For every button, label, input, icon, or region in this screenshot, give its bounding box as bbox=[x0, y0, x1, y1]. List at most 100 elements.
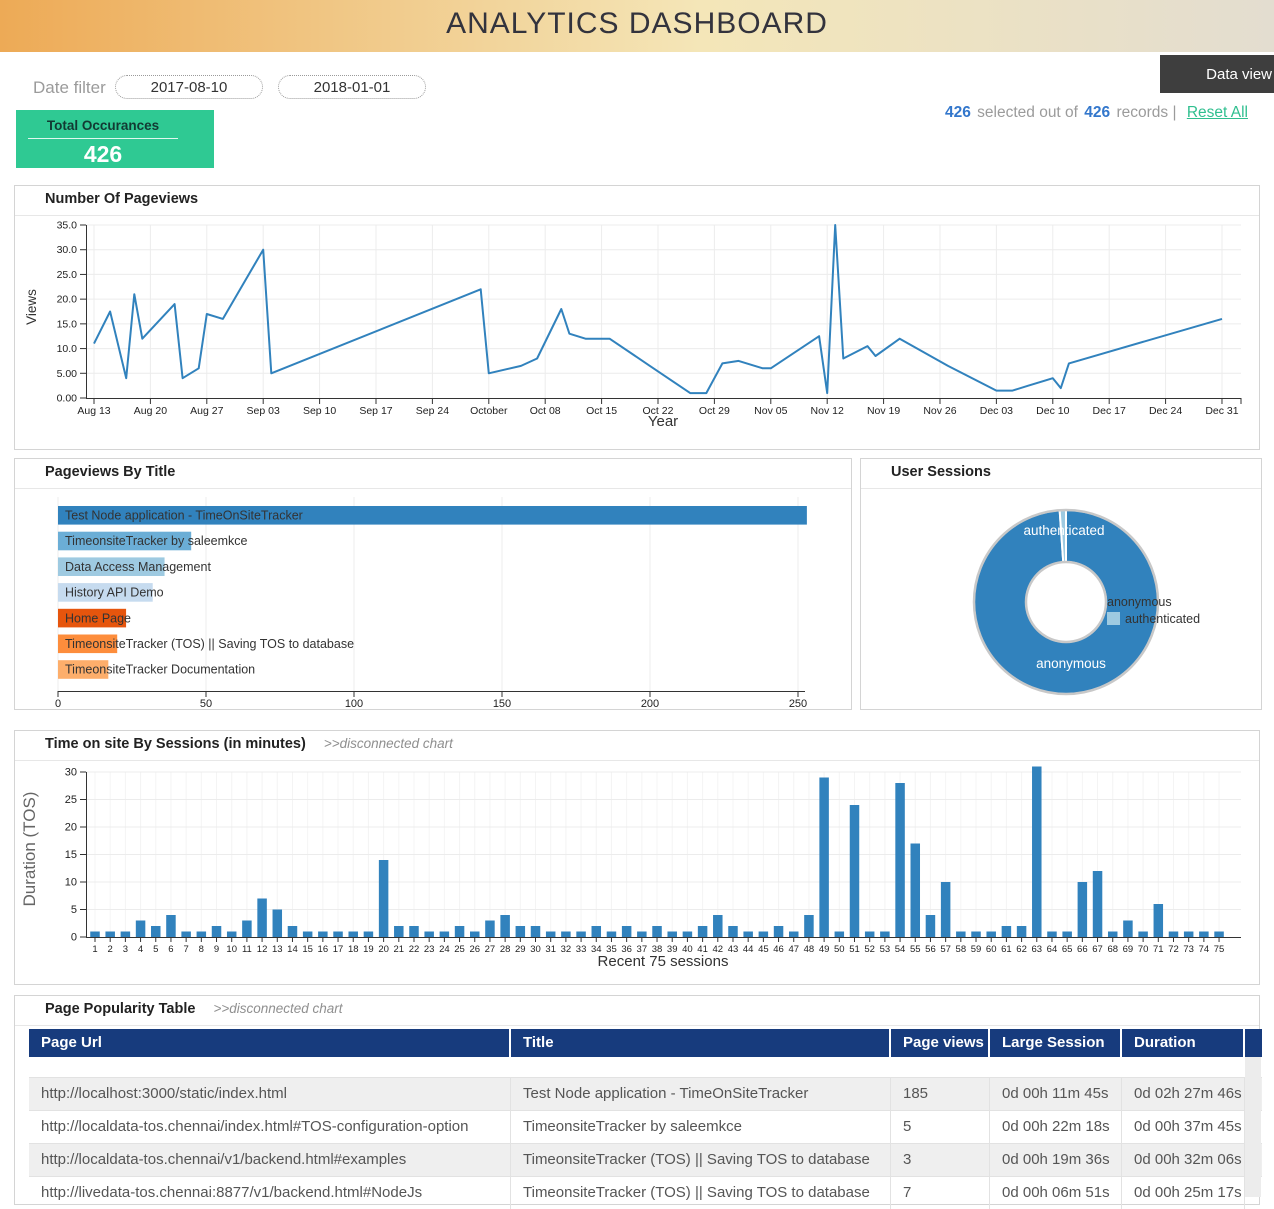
session-bar[interactable] bbox=[378, 860, 389, 937]
session-bar[interactable] bbox=[120, 931, 131, 938]
session-bar[interactable] bbox=[135, 920, 146, 938]
session-bar[interactable] bbox=[621, 926, 632, 937]
session-bar[interactable] bbox=[1168, 931, 1179, 938]
session-bar[interactable] bbox=[606, 931, 617, 938]
title-bar[interactable] bbox=[58, 660, 109, 679]
session-bar[interactable] bbox=[880, 931, 890, 938]
session-bar[interactable] bbox=[682, 931, 693, 938]
session-bar[interactable] bbox=[105, 931, 115, 938]
session-bar[interactable] bbox=[925, 915, 936, 937]
pageviews-by-title-bar-chart[interactable]: Test Node application - TimeOnSiteTracke… bbox=[15, 489, 845, 709]
session-bar[interactable] bbox=[743, 931, 753, 938]
session-bar[interactable] bbox=[971, 931, 981, 938]
session-bar[interactable] bbox=[151, 926, 161, 937]
column-header[interactable]: Title bbox=[511, 1029, 891, 1057]
legend-item-anonymous[interactable]: anonymous bbox=[1107, 594, 1172, 609]
session-bar[interactable] bbox=[1001, 926, 1012, 937]
tos-sessions-bar-chart[interactable]: 1 2 3 4 5 6 7 8 9 10 11 12 13 14 15 16 17 18 19 20 21 22 23 24 2… bbox=[15, 761, 1259, 985]
session-bar[interactable] bbox=[1047, 931, 1057, 938]
session-bar[interactable] bbox=[849, 805, 860, 937]
session-bar[interactable] bbox=[773, 926, 784, 937]
session-bar[interactable] bbox=[1214, 931, 1224, 938]
session-bar[interactable] bbox=[788, 931, 799, 938]
session-bar[interactable] bbox=[1062, 931, 1072, 938]
table-scrollbar[interactable] bbox=[1245, 1057, 1261, 1197]
session-bar[interactable] bbox=[834, 931, 845, 938]
session-bar[interactable] bbox=[713, 915, 723, 937]
session-bar[interactable] bbox=[1183, 931, 1194, 938]
x-tick-label: Sep 10 bbox=[303, 405, 336, 417]
column-header[interactable]: Page Url bbox=[29, 1029, 511, 1057]
session-bar[interactable] bbox=[940, 882, 951, 937]
pageviews-line-chart[interactable]: Aug 13 Aug 20 Aug 27 Sep 03 Sep 10 Sep 17 Sep … bbox=[15, 216, 1259, 449]
session-bar[interactable] bbox=[394, 926, 404, 937]
data-view-button[interactable]: Data view bbox=[1160, 55, 1274, 93]
session-bar[interactable] bbox=[758, 931, 769, 938]
title-bar[interactable] bbox=[58, 634, 118, 654]
session-bar[interactable] bbox=[485, 920, 495, 938]
session-bar[interactable] bbox=[333, 931, 343, 938]
session-bar[interactable] bbox=[363, 931, 374, 938]
session-bar[interactable] bbox=[576, 931, 586, 938]
session-bar[interactable] bbox=[1092, 871, 1103, 937]
session-bar[interactable] bbox=[591, 926, 602, 937]
session-bar[interactable] bbox=[986, 931, 996, 938]
session-bar[interactable] bbox=[652, 926, 662, 937]
session-bar[interactable] bbox=[454, 926, 465, 937]
session-bar[interactable] bbox=[424, 931, 434, 938]
date-to-input[interactable] bbox=[278, 75, 426, 99]
session-bar[interactable] bbox=[728, 926, 738, 937]
session-bar[interactable] bbox=[1032, 766, 1042, 938]
title-bar[interactable] bbox=[58, 608, 127, 628]
session-bar[interactable] bbox=[697, 926, 708, 937]
session-bar[interactable] bbox=[1138, 931, 1148, 938]
title-bar[interactable] bbox=[58, 557, 165, 576]
session-bar[interactable] bbox=[530, 926, 541, 937]
session-bar[interactable] bbox=[302, 931, 313, 938]
session-bar[interactable] bbox=[667, 931, 677, 938]
column-header[interactable]: Large Session bbox=[990, 1029, 1122, 1057]
session-bar[interactable] bbox=[348, 931, 358, 938]
session-bar[interactable] bbox=[910, 843, 921, 938]
session-bar[interactable] bbox=[1123, 920, 1133, 938]
session-bar[interactable] bbox=[637, 931, 647, 938]
session-bar[interactable] bbox=[470, 931, 480, 938]
session-bar[interactable] bbox=[90, 931, 100, 938]
session-bar[interactable] bbox=[515, 926, 526, 937]
session-bar[interactable] bbox=[166, 915, 176, 937]
session-bar[interactable] bbox=[561, 931, 571, 938]
session-bar[interactable] bbox=[196, 931, 207, 938]
session-bar[interactable] bbox=[500, 915, 510, 937]
session-bar[interactable] bbox=[895, 783, 905, 937]
session-bar[interactable] bbox=[257, 898, 267, 938]
session-bar[interactable] bbox=[819, 777, 829, 938]
legend-item-authenticated[interactable]: authenticated bbox=[1107, 610, 1200, 627]
title-bar[interactable] bbox=[58, 531, 192, 551]
session-bar[interactable] bbox=[287, 926, 298, 937]
session-bar[interactable] bbox=[1077, 882, 1088, 937]
session-bar[interactable] bbox=[864, 931, 875, 938]
title-bar[interactable] bbox=[58, 506, 807, 525]
session-bar[interactable] bbox=[211, 926, 222, 937]
column-header[interactable]: Duration bbox=[1122, 1029, 1245, 1057]
column-header[interactable]: Page views bbox=[891, 1029, 990, 1057]
session-bar[interactable] bbox=[439, 931, 450, 938]
session-bar[interactable] bbox=[242, 920, 252, 938]
session-bar[interactable] bbox=[409, 926, 419, 937]
session-bar[interactable] bbox=[272, 909, 283, 938]
donut-legend[interactable]: anonymous authenticated bbox=[1107, 593, 1200, 627]
session-bar[interactable] bbox=[1153, 904, 1164, 937]
reset-all-link[interactable]: Reset All bbox=[1186, 104, 1248, 121]
session-bar[interactable] bbox=[1107, 931, 1118, 938]
session-bar[interactable] bbox=[545, 931, 556, 938]
session-bar[interactable] bbox=[226, 931, 237, 938]
date-from-input[interactable] bbox=[115, 75, 263, 99]
title-bar[interactable] bbox=[58, 583, 153, 602]
session-bar[interactable] bbox=[804, 915, 814, 937]
session-bar[interactable] bbox=[1199, 931, 1209, 938]
session-bar[interactable] bbox=[318, 931, 328, 938]
session-bar[interactable] bbox=[956, 931, 966, 938]
session-bar[interactable] bbox=[181, 931, 191, 938]
session-bar[interactable] bbox=[1016, 926, 1027, 937]
